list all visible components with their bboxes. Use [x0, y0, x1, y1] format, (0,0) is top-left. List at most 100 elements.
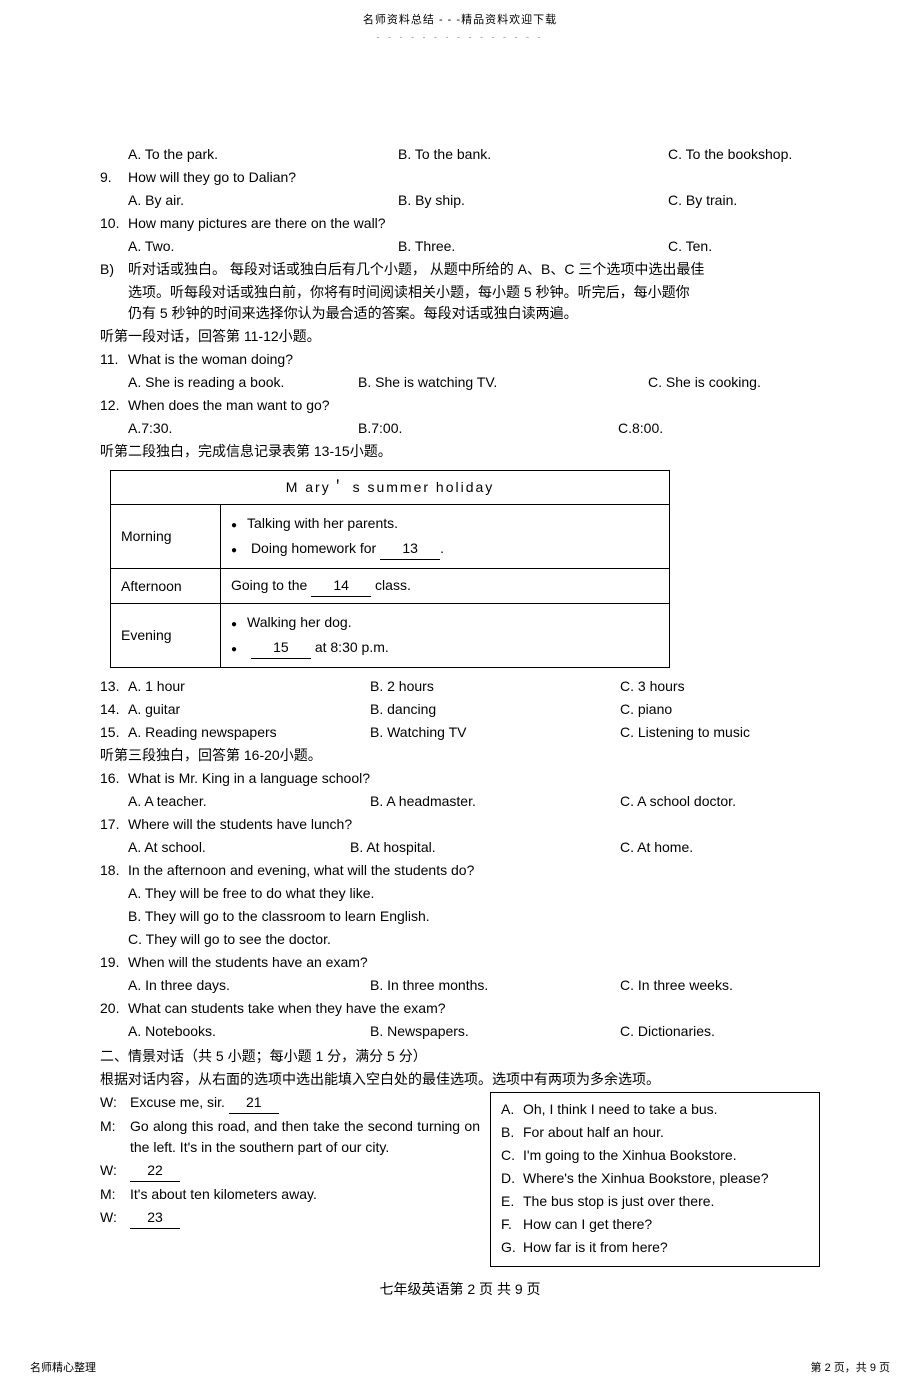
footer-right: 第 2 页，共 9 页: [811, 1360, 890, 1377]
section2-instruction: 根据对话内容，从右面的选项中选出能填入空白处的最佳选项。选项中有两项为多余选项。: [100, 1069, 820, 1090]
q15-a: A. Reading newspapers: [128, 722, 370, 743]
dialogue1-header: 听第一段对话，回答第 11-12小题。: [100, 326, 820, 347]
choice-e-letter: E.: [501, 1191, 523, 1212]
q10-opt-a: A. Two.: [128, 236, 398, 257]
q12-num: 12.: [100, 395, 128, 416]
q14-b: B. dancing: [370, 699, 620, 720]
q12-opt-c: C.8:00.: [618, 418, 820, 439]
dlg-w2-text: 22: [130, 1160, 480, 1182]
footer-bottom: 名师精心整理 第 2 页，共 9 页: [0, 1300, 920, 1397]
q17-opt-a: A. At school.: [128, 837, 350, 858]
row-evening-label: Evening: [111, 604, 221, 668]
q11-opt-b: B. She is watching TV.: [358, 372, 648, 393]
dialogue-section: W: Excuse me, sir. 21 M: Go along this r…: [100, 1092, 820, 1267]
q16-opt-c: C. A school doctor.: [620, 791, 820, 812]
dlg-w3-speaker: W:: [100, 1207, 130, 1229]
q15-num: 15.: [100, 722, 128, 743]
q18-text: In the afternoon and evening, what will …: [128, 860, 820, 881]
q17-text: Where will the students have lunch?: [128, 814, 820, 835]
dlg-w1-speaker: W:: [100, 1092, 130, 1114]
choice-f-text: How can I get there?: [523, 1214, 652, 1235]
q19-opt-a: A. In three days.: [128, 975, 370, 996]
dlg-m1-speaker: M:: [100, 1116, 130, 1158]
q11-opt-c: C. She is cooking.: [648, 372, 820, 393]
dlg-w3-text: 23: [130, 1207, 480, 1229]
footer-left: 名师精心整理: [30, 1360, 96, 1377]
q18-num: 18.: [100, 860, 128, 881]
q8-opt-c: C. To the bookshop.: [668, 144, 820, 165]
q18-opt-b: B. They will go to the classroom to lear…: [128, 906, 820, 927]
q14-c: C. piano: [620, 699, 820, 720]
dialogue3-header: 听第三段独白，回答第 16-20小题。: [100, 745, 820, 766]
q10-text: How many pictures are there on the wall?: [128, 213, 820, 234]
sectionB-text1: 听对话或独白。 每段对话或独白后有几个小题， 从题中所给的 A、B、C 三个选项…: [128, 259, 820, 280]
q9-opt-c: C. By train.: [668, 190, 820, 211]
document-content: A. To the park. B. To the bank. C. To th…: [0, 44, 920, 1300]
section2-title: 二、情景对话（共 5 小题；每小题 1 分，满分 5 分）: [100, 1046, 820, 1067]
q17-num: 17.: [100, 814, 128, 835]
q17-opt-b: B. At hospital.: [350, 837, 620, 858]
q18-opt-a: A. They will be free to do what they lik…: [128, 883, 820, 904]
q16-opt-a: A. A teacher.: [128, 791, 370, 812]
q8-opt-b: B. To the bank.: [398, 144, 668, 165]
choice-a-letter: A.: [501, 1099, 523, 1120]
sectionB-text2: 选项。听每段对话或独白前，你将有时间阅读相关小题，每小题 5 秒钟。听完后，每小…: [100, 282, 820, 303]
q11-text: What is the woman doing?: [128, 349, 820, 370]
row-morning-label: Morning: [111, 505, 221, 569]
q18-opt-c: C. They will go to see the doctor.: [128, 929, 820, 950]
q20-opt-c: C. Dictionaries.: [620, 1021, 820, 1042]
q16-opt-b: B. A headmaster.: [370, 791, 620, 812]
evening-item2: 15 at 8:30 p.m.: [231, 635, 659, 661]
evening-item1: Walking her dog.: [231, 610, 659, 635]
summer-holiday-table: M ary＇ s summer holiday Morning Talking …: [110, 470, 670, 668]
q16-num: 16.: [100, 768, 128, 789]
q19-opt-c: C. In three weeks.: [620, 975, 820, 996]
q20-text: What can students take when they have th…: [128, 998, 820, 1019]
q17-opt-c: C. At home.: [620, 837, 820, 858]
sectionB-text3: 仍有 5 秒钟的时间来选择你认为最合适的答案。每段对话或独白读两遍。: [100, 303, 820, 324]
q13-c: C. 3 hours: [620, 676, 820, 697]
choice-g-letter: G.: [501, 1237, 523, 1258]
dlg-w1-text: Excuse me, sir. 21: [130, 1092, 480, 1114]
choice-c-letter: C.: [501, 1145, 523, 1166]
choices-box: A.Oh, I think I need to take a bus. B.Fo…: [490, 1092, 820, 1267]
choice-a-text: Oh, I think I need to take a bus.: [523, 1099, 718, 1120]
q8-opt-a: A. To the park.: [128, 144, 398, 165]
q12-opt-b: B.7:00.: [358, 418, 618, 439]
choice-g-text: How far is it from here?: [523, 1237, 668, 1258]
choice-d-letter: D.: [501, 1168, 523, 1189]
q10-opt-b: B. Three.: [398, 236, 668, 257]
morning-item2: Doing homework for 13.: [231, 536, 659, 562]
q14-a: A. guitar: [128, 699, 370, 720]
choice-b-text: For about half an hour.: [523, 1122, 664, 1143]
header-title: 名师资料总结 - - -精品资料欢迎下载: [0, 0, 920, 31]
dialogue2-header: 听第二段独白，完成信息记录表第 13-15小题。: [100, 441, 820, 462]
q9-text: How will they go to Dalian?: [128, 167, 820, 188]
footer-page: 七年级英语第 2 页 共 9 页: [100, 1279, 820, 1300]
choice-e-text: The bus stop is just over there.: [523, 1191, 714, 1212]
choice-d-text: Where's the Xinhua Bookstore, please?: [523, 1168, 769, 1189]
q20-opt-a: A. Notebooks.: [128, 1021, 370, 1042]
q10-num: 10.: [100, 213, 128, 234]
dlg-m2-text: It's about ten kilometers away.: [130, 1184, 480, 1205]
q12-text: When does the man want to go?: [128, 395, 820, 416]
q9-opt-b: B. By ship.: [398, 190, 668, 211]
header-dots: - - - - - - - - - - - - - - -: [0, 31, 920, 45]
q19-opt-b: B. In three months.: [370, 975, 620, 996]
dlg-m2-speaker: M:: [100, 1184, 130, 1205]
q20-opt-b: B. Newspapers.: [370, 1021, 620, 1042]
q12-opt-a: A.7:30.: [128, 418, 358, 439]
morning-item1: Talking with her parents.: [231, 511, 659, 536]
afternoon-item: Going to the 14 class.: [221, 569, 670, 604]
q15-b: B. Watching TV: [370, 722, 620, 743]
q11-num: 11.: [100, 349, 128, 370]
q13-a: A. 1 hour: [128, 676, 370, 697]
q11-opt-a: A. She is reading a book.: [128, 372, 358, 393]
dlg-w2-speaker: W:: [100, 1160, 130, 1182]
q14-num: 14.: [100, 699, 128, 720]
q13-num: 13.: [100, 676, 128, 697]
choice-b-letter: B.: [501, 1122, 523, 1143]
dlg-m1-text: Go along this road, and then take the se…: [130, 1116, 480, 1158]
q9-num: 9.: [100, 167, 128, 188]
q20-num: 20.: [100, 998, 128, 1019]
